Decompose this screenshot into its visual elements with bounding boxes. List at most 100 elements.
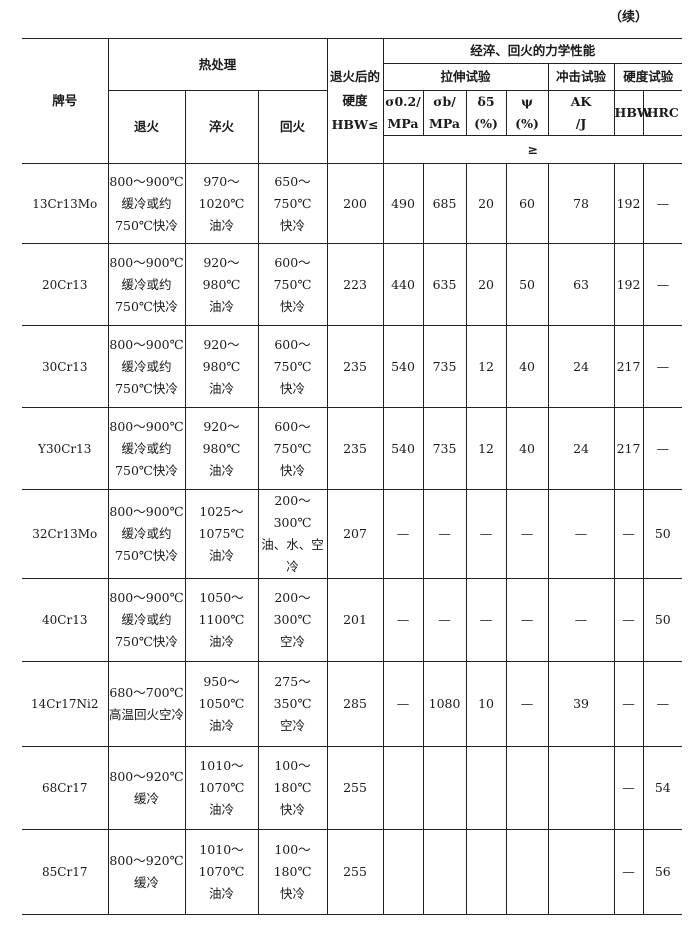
cell-hbw: — bbox=[613, 489, 644, 579]
cell-psi: — bbox=[505, 578, 549, 662]
cell-temper: 200～300℃ 油、水、空冷 bbox=[257, 489, 328, 579]
cell-d5: 12 bbox=[465, 325, 507, 408]
header-psi: ψ (%) bbox=[505, 90, 549, 136]
header-ak: AK /J bbox=[547, 90, 615, 136]
cell-hbw: 217 bbox=[613, 325, 644, 408]
cell-hbw: 192 bbox=[613, 163, 644, 244]
cell-hbw: 217 bbox=[613, 407, 644, 490]
cell-temper: 275～350℃ 空冷 bbox=[257, 661, 328, 747]
cell-hbw-max: 235 bbox=[326, 325, 384, 408]
cell-ak bbox=[547, 746, 615, 830]
cell-anneal: 800～920℃ 缓冷 bbox=[107, 829, 186, 915]
steel-properties-table: 牌号 热处理 退火后的 硬度 HBW≤ 经淬、回火的力学性能 拉伸试验 冲击试验… bbox=[22, 38, 683, 915]
table-row: 13Cr13Mo 800～900℃ 缓冷或约 750℃快冷 970～ 1020℃ 油… bbox=[22, 163, 683, 244]
cell-hbw: 192 bbox=[613, 243, 644, 326]
cell-quench: 920～ 980℃ 油冷 bbox=[184, 243, 259, 326]
cell-d5: 20 bbox=[465, 243, 507, 326]
cell-temper: 600～750℃ 快冷 bbox=[257, 325, 328, 408]
table-row: 30Cr13 800～900℃ 缓冷或约 750℃快冷 920～ 980℃ 油冷 60… bbox=[22, 325, 683, 408]
cell-quench: 950～ 1050℃ 油冷 bbox=[184, 661, 259, 747]
cell-hbw-max: 207 bbox=[326, 489, 384, 579]
table-row: 32Cr13Mo 800～900℃ 缓冷或约 750℃快冷 1025～ 1075℃ … bbox=[22, 489, 683, 579]
cell-psi: 40 bbox=[505, 325, 549, 408]
header-tensile-test: 拉伸试验 bbox=[383, 63, 549, 91]
table-row: 40Cr13 800～900℃ 缓冷或约 750℃快冷 1050～ 1100℃ 油冷… bbox=[22, 578, 683, 662]
cell-hrc: 50 bbox=[642, 578, 683, 662]
cell-hrc: — bbox=[642, 661, 683, 747]
table-row: 85Cr17 800～920℃ 缓冷 1010～ 1070℃ 油冷 100～180℃ … bbox=[22, 829, 683, 915]
cell-temper: 100～180℃ 快冷 bbox=[257, 829, 328, 915]
cell-anneal: 800～900℃ 缓冷或约 750℃快冷 bbox=[107, 489, 186, 579]
cell-sb: 635 bbox=[422, 243, 467, 326]
cell-anneal: 800～900℃ 缓冷或约 750℃快冷 bbox=[107, 325, 186, 408]
header-quenching: 淬火 bbox=[184, 90, 259, 164]
cell-quench: 1010～ 1070℃ 油冷 bbox=[184, 829, 259, 915]
table-row: 20Cr13 800～900℃ 缓冷或约 750℃快冷 920～ 980℃ 油冷 60… bbox=[22, 243, 683, 326]
cell-d5: 12 bbox=[465, 407, 507, 490]
cell-psi bbox=[505, 746, 549, 830]
cell-ak: 63 bbox=[547, 243, 615, 326]
cell-psi: — bbox=[505, 661, 549, 747]
cell-anneal: 800～900℃ 缓冷或约 750℃快冷 bbox=[107, 243, 186, 326]
cell-sb bbox=[422, 829, 467, 915]
cell-d5 bbox=[465, 829, 507, 915]
header-hardness-test: 硬度试验 bbox=[613, 63, 683, 91]
cell-grade: 85Cr17 bbox=[22, 829, 109, 915]
cell-grade: 14Cr17Ni2 bbox=[22, 661, 109, 747]
cell-grade: 30Cr13 bbox=[22, 325, 109, 408]
cell-s02: — bbox=[382, 578, 424, 662]
header-hbw: HBW bbox=[613, 90, 651, 136]
cell-anneal: 800～900℃ 缓冷或约 750℃快冷 bbox=[107, 578, 186, 662]
cell-hbw-max: 201 bbox=[326, 578, 384, 662]
table-row: Y30Cr13 800～900℃ 缓冷或约 750℃快冷 920～ 980℃ 油冷 6… bbox=[22, 407, 683, 490]
cell-hbw: — bbox=[613, 829, 644, 915]
cell-s02: — bbox=[382, 661, 424, 747]
cell-anneal: 800～920℃ 缓冷 bbox=[107, 746, 186, 830]
cell-sb: 735 bbox=[422, 325, 467, 408]
cell-hbw-max: 200 bbox=[326, 163, 384, 244]
cell-ak: 24 bbox=[547, 407, 615, 490]
cell-hrc: 56 bbox=[642, 829, 683, 915]
header-heat-treatment: 热处理 bbox=[107, 38, 328, 91]
header-delta5: δ5 (%) bbox=[465, 90, 507, 136]
cell-quench: 920～ 980℃ 油冷 bbox=[184, 325, 259, 408]
cell-quench: 920～ 980℃ 油冷 bbox=[184, 407, 259, 490]
cell-quench: 1025～ 1075℃ 油冷 bbox=[184, 489, 259, 579]
cell-grade: 68Cr17 bbox=[22, 746, 109, 830]
cell-hrc: 54 bbox=[642, 746, 683, 830]
cell-hbw-max: 285 bbox=[326, 661, 384, 747]
cell-ak: 39 bbox=[547, 661, 615, 747]
cell-anneal: 680～700℃ 高温回火空冷 bbox=[107, 661, 186, 747]
cell-sb: 1080 bbox=[422, 661, 467, 747]
cell-grade: 32Cr13Mo bbox=[22, 489, 109, 579]
cell-d5: — bbox=[465, 578, 507, 662]
cell-hrc: 50 bbox=[642, 489, 683, 579]
cell-s02: — bbox=[382, 489, 424, 579]
cell-psi bbox=[505, 829, 549, 915]
cell-hbw: — bbox=[613, 746, 644, 830]
cell-psi: 60 bbox=[505, 163, 549, 244]
header-mech-props: 经淬、回火的力学性能 bbox=[382, 38, 683, 64]
cell-temper: 100～180℃ 快冷 bbox=[257, 746, 328, 830]
cell-ak: — bbox=[547, 489, 615, 579]
cell-quench: 1010～ 1070℃ 油冷 bbox=[184, 746, 259, 830]
header-annealed-hardness: 退火后的 硬度 HBW≤ bbox=[326, 38, 384, 164]
cell-ak: 24 bbox=[547, 325, 615, 408]
cell-hrc: — bbox=[642, 325, 683, 408]
cell-s02: 540 bbox=[382, 325, 424, 408]
cell-d5: — bbox=[465, 489, 507, 579]
cell-sb: — bbox=[422, 489, 467, 579]
cell-anneal: 800～900℃ 缓冷或约 750℃快冷 bbox=[107, 163, 186, 244]
header-annealing: 退火 bbox=[108, 90, 186, 164]
cell-s02 bbox=[382, 746, 424, 830]
header-impact-test: 冲击试验 bbox=[547, 63, 615, 91]
cell-s02: 540 bbox=[382, 407, 424, 490]
cell-psi: 50 bbox=[505, 243, 549, 326]
cell-d5: 10 bbox=[465, 661, 507, 747]
cell-temper: 600～750℃ 快冷 bbox=[257, 407, 328, 490]
cell-sb: 735 bbox=[422, 407, 467, 490]
cell-temper: 650～750℃ 快冷 bbox=[257, 163, 328, 244]
cell-sb bbox=[422, 746, 467, 830]
cell-grade: 40Cr13 bbox=[22, 578, 109, 662]
cell-grade: Y30Cr13 bbox=[22, 407, 109, 490]
